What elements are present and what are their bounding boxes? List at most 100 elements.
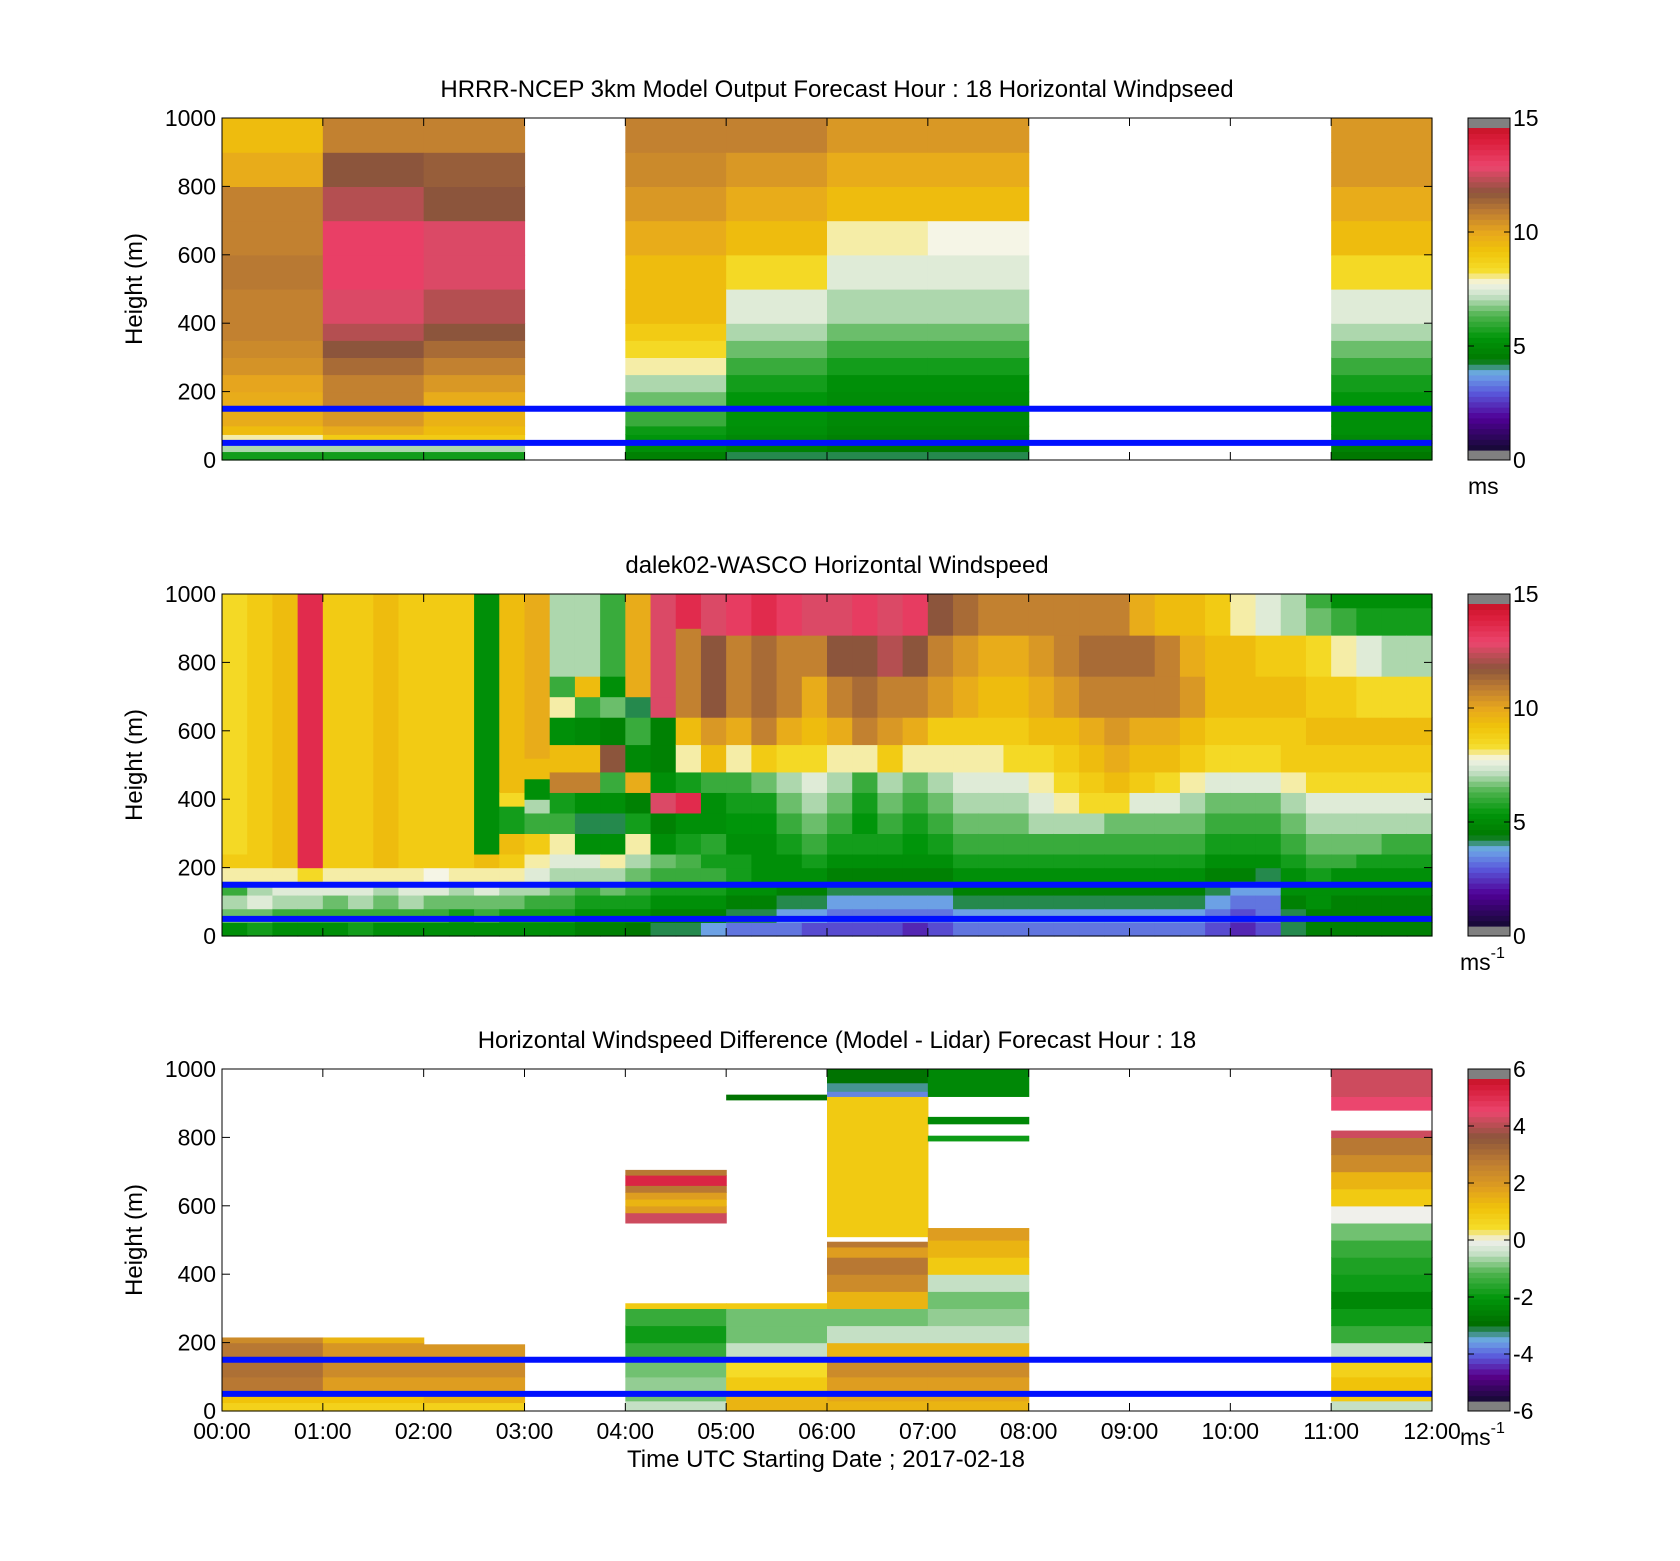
heatmap-cell xyxy=(398,867,425,882)
heatmap-cell xyxy=(600,771,626,793)
heatmap-cell xyxy=(927,1359,1030,1378)
heatmap-cell xyxy=(1003,771,1030,793)
heatmap-cell xyxy=(1205,676,1231,718)
heatmap-cell xyxy=(1154,771,1181,793)
heatmap-cell xyxy=(600,894,626,910)
colorbar-swatch xyxy=(1468,807,1510,814)
heatmap-cell xyxy=(1255,635,1282,677)
heatmap-cell xyxy=(978,771,1005,793)
colorbar-swatch xyxy=(1468,1207,1510,1214)
heatmap-cell xyxy=(927,220,1030,256)
heatmap-cell xyxy=(574,696,601,718)
heatmap-cell xyxy=(650,717,677,746)
heatmap-cell xyxy=(1053,812,1080,834)
heatmap-cell xyxy=(726,1342,828,1361)
colorbar-swatch xyxy=(1468,417,1510,424)
heatmap-cell xyxy=(1205,867,1231,882)
heatmap-cell xyxy=(373,922,400,937)
heatmap-cell xyxy=(398,922,425,937)
heatmap-cell xyxy=(373,594,400,869)
heatmap-cell xyxy=(549,867,576,882)
heatmap-cell xyxy=(1331,289,1433,324)
heatmap-cell xyxy=(1028,922,1055,937)
heatmap-cell xyxy=(801,771,828,793)
heatmap-cell xyxy=(726,323,828,341)
colorbar-swatch xyxy=(1468,348,1510,354)
heatmap-cell xyxy=(1079,744,1105,773)
heatmap-cell xyxy=(1053,676,1080,718)
heatmap-cell xyxy=(222,434,324,444)
colorbar-swatch xyxy=(1468,609,1510,616)
heatmap-cell xyxy=(1356,607,1383,636)
panel-lidar: 0 200 400 600 800 1000 Height (m) dalek02-WASCO… xyxy=(121,552,1539,975)
heatmap-cell xyxy=(726,635,752,718)
heatmap-cell xyxy=(1331,1205,1433,1224)
x-tick-label: 03:00 xyxy=(496,1418,554,1444)
colorbar-swatch xyxy=(1468,353,1510,360)
y-tick-label: 600 xyxy=(178,242,216,268)
y-tick-label: 400 xyxy=(178,786,216,812)
heatmap-cell xyxy=(877,771,904,793)
colorbar-tick-label: -4 xyxy=(1513,1341,1534,1367)
heatmap-cell xyxy=(524,812,551,834)
heatmap-cell xyxy=(625,594,652,698)
heatmap-cell xyxy=(1154,717,1181,746)
heatmap-cell xyxy=(625,1303,727,1309)
heatmap-cell xyxy=(1205,594,1231,636)
colorbar-swatch xyxy=(1468,1148,1510,1155)
heatmap-cell xyxy=(1406,853,1433,869)
heatmap-cell xyxy=(827,220,929,256)
heatmap-cell xyxy=(1003,594,1030,636)
colorbar-swatch xyxy=(1468,197,1510,204)
heatmap-cell xyxy=(448,594,475,869)
colorbar-swatch xyxy=(1468,1341,1510,1348)
heatmap-cell xyxy=(978,894,1005,910)
heatmap-cell xyxy=(827,922,853,937)
colorbar-swatch xyxy=(1468,160,1510,167)
heatmap-cell xyxy=(927,289,1030,324)
heatmap-cell xyxy=(927,1228,1030,1241)
heatmap-cell xyxy=(1305,792,1332,814)
heatmap-cell xyxy=(574,676,601,698)
heatmap-cell xyxy=(549,792,576,814)
colorbar-tick-label: 10 xyxy=(1513,695,1539,721)
heatmap-cell xyxy=(1255,676,1282,718)
heatmap-cell xyxy=(1381,771,1408,793)
heatmap-cell xyxy=(474,594,500,855)
heatmap-cell xyxy=(700,853,727,869)
heatmap-cell xyxy=(1406,607,1433,636)
heatmap-cell xyxy=(222,1393,324,1404)
heatmap-cell xyxy=(827,1359,929,1378)
heatmap-cell xyxy=(222,152,324,187)
heatmap-cell xyxy=(222,408,324,427)
heatmap-cell xyxy=(322,374,425,393)
heatmap-cell xyxy=(1280,717,1307,746)
colorbar-swatch xyxy=(1468,412,1510,419)
heatmap-cell xyxy=(423,1393,526,1404)
heatmap-cell xyxy=(927,833,954,855)
heatmap-cell xyxy=(474,894,500,910)
heatmap-cell xyxy=(953,635,979,677)
heatmap-cell xyxy=(600,833,626,855)
colorbar-swatch xyxy=(1468,679,1510,686)
colorbar-swatch xyxy=(1468,187,1510,193)
colorbar-swatch xyxy=(1468,813,1510,820)
heatmap-cell xyxy=(675,744,702,773)
heatmap-cell xyxy=(524,853,551,869)
y-tick-label: 200 xyxy=(178,379,216,405)
heatmap-cell xyxy=(1280,594,1307,636)
heatmap-cell xyxy=(1406,812,1433,834)
heatmap-cell xyxy=(877,792,904,814)
heatmap-cell xyxy=(751,812,778,834)
colorbar-swatch xyxy=(1468,663,1510,669)
heatmap-cell xyxy=(247,894,274,910)
heatmap-cell xyxy=(726,434,828,444)
heatmap-cell xyxy=(625,1175,727,1186)
heatmap-cell xyxy=(1104,744,1131,773)
heatmap-cell xyxy=(1230,922,1257,937)
heatmap-cell xyxy=(1331,922,1357,937)
colorbar-tick-label: 15 xyxy=(1513,105,1539,131)
heatmap-cell xyxy=(1381,867,1408,882)
heatmap-cell xyxy=(1406,676,1433,718)
heatmap-cell xyxy=(801,594,828,636)
